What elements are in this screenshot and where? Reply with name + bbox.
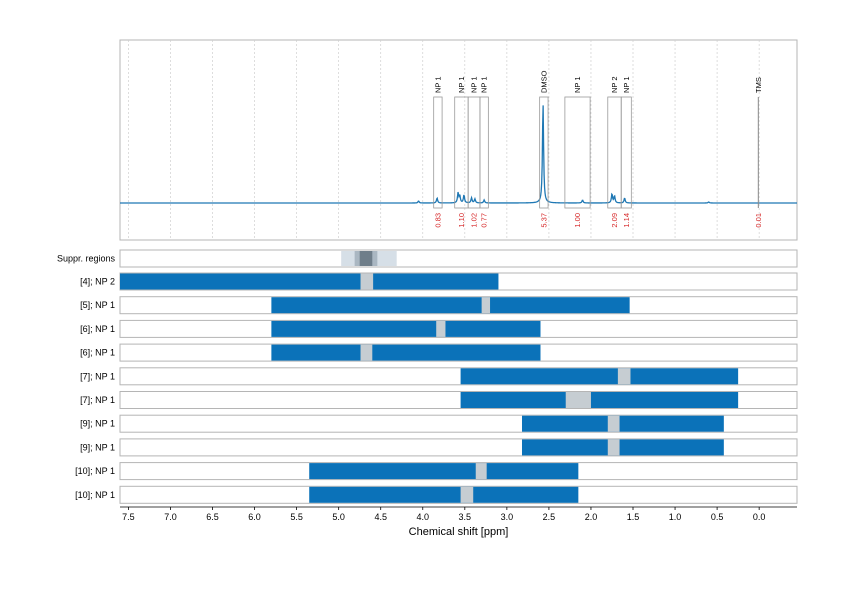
row-label: [10]; NP 1: [75, 466, 115, 476]
row-gap: [360, 344, 373, 361]
row-bars-panel: [4]; NP 2 [5]; NP 1 [6]; NP 1 [6]; NP 1 [7];…: [75, 272, 798, 504]
x-tick-label: 5.5: [290, 512, 303, 522]
suppression-regions-panel: Suppr. regions: [57, 249, 798, 268]
x-tick-label: 1.0: [669, 512, 682, 522]
suppr-frame: [119, 249, 798, 268]
row-bar: [309, 486, 579, 503]
peak-label: NP 1: [433, 76, 442, 93]
spectrum-panel: NP 1 0.83 NP 1 1.10 NP 1 1.02 NP 1 0.77 DMSO 5.37…: [119, 39, 798, 241]
x-tick-label: 2.5: [543, 512, 556, 522]
peak-label: NP 2: [610, 76, 619, 93]
peak-label: DMSO: [539, 70, 548, 93]
row-label: [4]; NP 2: [80, 277, 115, 287]
x-tick-label: 3.0: [501, 512, 514, 522]
x-tick-label: 4.5: [374, 512, 387, 522]
x-tick-label: 0.5: [711, 512, 724, 522]
row-gap: [607, 439, 620, 456]
row-label: [9]; NP 1: [80, 442, 115, 452]
row-gap: [460, 486, 474, 503]
peak-label: NP 1: [622, 76, 631, 93]
row-gap: [360, 273, 374, 290]
row-label: [5]; NP 1: [80, 300, 115, 310]
peak-integral: 1.14: [622, 213, 631, 228]
x-tick-label: 7.0: [164, 512, 177, 522]
x-tick-label: 4.0: [416, 512, 429, 522]
row-gap: [617, 368, 631, 385]
x-tick-label: 2.0: [585, 512, 598, 522]
row-label: [7]; NP 1: [80, 395, 115, 405]
spectrum-trace: [120, 105, 797, 204]
x-tick-label: 0.0: [753, 512, 766, 522]
peak-label: NP 1: [457, 76, 466, 93]
row-gap: [475, 463, 487, 480]
peak-integral: 0.83: [433, 213, 442, 228]
x-tick-label: 7.5: [122, 512, 135, 522]
peak-integral: 5.37: [539, 213, 548, 228]
row-label: [6]; NP 1: [80, 348, 115, 358]
x-tick-label: 5.0: [332, 512, 345, 522]
row-label: [7]; NP 1: [80, 371, 115, 381]
peak-region-box: [479, 96, 489, 209]
peak-integral: 0.01: [754, 213, 763, 228]
row-bar: [460, 368, 739, 385]
row-gap: [481, 297, 491, 314]
row-bar: [521, 439, 724, 456]
row-gap: [436, 320, 446, 337]
suppr-label: Suppr. regions: [57, 254, 116, 264]
peak-region-box: [620, 96, 632, 209]
x-tick-label: 3.5: [459, 512, 472, 522]
peak-label: NP 1: [573, 76, 582, 93]
row-label: [10]; NP 1: [75, 490, 115, 500]
suppr-band: [359, 251, 373, 266]
row-gap: [565, 392, 591, 408]
x-axis: 7.5 7.0 6.5 6.0 5.5 5.0 4.5 4.0 3.5 3.0 2.5 2.0 1.5 1…: [120, 506, 797, 538]
x-axis-label: Chemical shift [ppm]: [409, 526, 509, 538]
peak-label: TMS: [754, 77, 763, 93]
x-tick-label: 1.5: [627, 512, 640, 522]
peak-integral: 2.09: [610, 213, 619, 228]
row-bar: [309, 463, 579, 480]
row-bar: [271, 344, 541, 361]
row-gap: [607, 415, 620, 432]
row-label: [9]; NP 1: [80, 419, 115, 429]
x-tick-label: 6.5: [206, 512, 219, 522]
row-bar: [460, 392, 739, 408]
peak-integral: 1.10: [457, 213, 466, 228]
peak-integral: 1.02: [470, 213, 479, 228]
row-bar: [521, 415, 724, 432]
row-bar: [120, 273, 499, 290]
peak-integral: 0.77: [480, 213, 489, 228]
peak-integral: 1.00: [573, 213, 582, 228]
row-bar: [271, 320, 541, 337]
spectrum-frame: [119, 39, 798, 241]
peak-label: NP 1: [470, 76, 479, 93]
peak-region-box: [564, 96, 591, 209]
x-tick-label: 6.0: [248, 512, 261, 522]
peak-label: NP 1: [480, 76, 489, 93]
peak-region-box: [433, 96, 443, 209]
peak-region-box: [539, 96, 549, 209]
row-bar: [271, 297, 630, 314]
row-label: [6]; NP 1: [80, 324, 115, 334]
